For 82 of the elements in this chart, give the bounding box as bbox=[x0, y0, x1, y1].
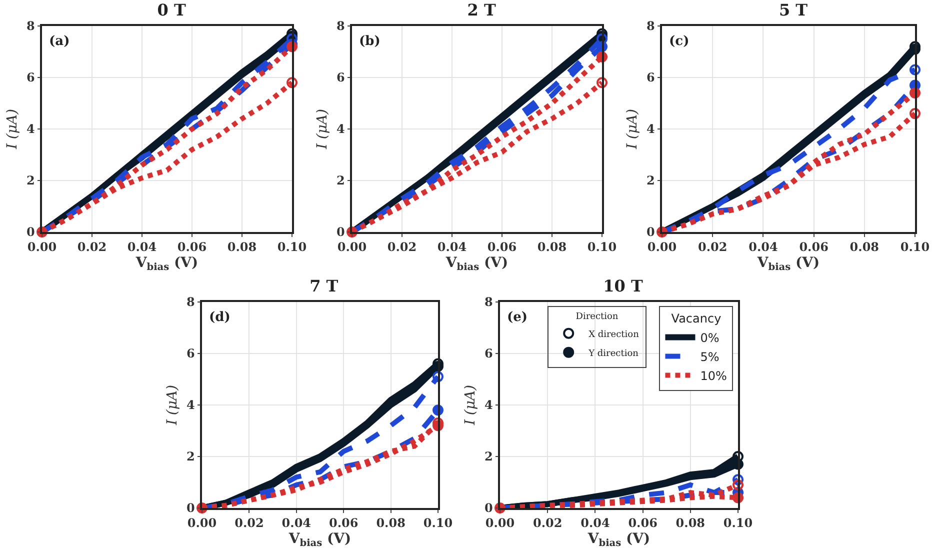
legend-label: Y direction bbox=[588, 348, 639, 359]
y-axis-title: I (μA) bbox=[462, 384, 479, 426]
chart-title: 10 T bbox=[603, 276, 643, 296]
x-tick-label: 0.04 bbox=[127, 240, 157, 254]
chart-title: 7 T bbox=[310, 276, 338, 296]
legend-label: X direction bbox=[588, 330, 640, 340]
y-tick-label: 6 bbox=[336, 70, 345, 85]
y-tick-label: 2 bbox=[484, 450, 493, 464]
x-tick-label: 0.02 bbox=[532, 516, 562, 530]
x-tick-label: 0.04 bbox=[580, 516, 610, 530]
x-axis-title: V$_{bias}$ (V) bbox=[288, 530, 352, 549]
annotation: (c) bbox=[669, 34, 690, 49]
y-tick-label: 8 bbox=[186, 295, 195, 310]
y-tick-label: 4 bbox=[26, 122, 35, 136]
x-tick-label: 0.00 bbox=[187, 516, 217, 530]
x-tick-label: 0.06 bbox=[328, 516, 358, 530]
annotation: (b) bbox=[359, 34, 380, 49]
x-tick-label: 0.10 bbox=[277, 240, 307, 254]
x-tick-label: 0.06 bbox=[799, 240, 828, 254]
legend-label: 10% bbox=[700, 368, 727, 383]
x-axis-title: V$_{bias}$ (V) bbox=[756, 254, 820, 273]
x-axis-title: V$_{bias}$ (V) bbox=[586, 530, 650, 549]
x-tick-label: 0.04 bbox=[282, 516, 312, 530]
x-tick-label: 0.10 bbox=[423, 516, 453, 530]
y-tick-label: 0 bbox=[26, 225, 35, 240]
y-tick-label: 8 bbox=[646, 19, 655, 34]
y-tick-label: 8 bbox=[336, 19, 345, 34]
x-tick-label: 0.04 bbox=[748, 240, 778, 254]
legend-title: Vacancy bbox=[671, 312, 722, 326]
y-axis-title: I (μA) bbox=[164, 384, 181, 426]
legend-label: 0% bbox=[700, 330, 720, 345]
x-tick-label: 0.10 bbox=[723, 516, 753, 530]
y-tick-label: 8 bbox=[26, 19, 35, 34]
y-tick-label: 6 bbox=[484, 346, 493, 361]
x-tick-label: 0.08 bbox=[850, 240, 880, 254]
y-tick-label: 4 bbox=[646, 122, 655, 136]
y-tick-label: 2 bbox=[26, 174, 35, 188]
y-tick-label: 4 bbox=[336, 122, 345, 136]
annotation: (a) bbox=[49, 34, 70, 49]
x-tick-label: 0.00 bbox=[337, 240, 367, 254]
x-tick-label: 0.08 bbox=[227, 240, 257, 254]
x-tick-label: 0.02 bbox=[387, 240, 417, 254]
y-tick-label: 2 bbox=[646, 174, 655, 188]
x-tick-label: 0.00 bbox=[27, 240, 57, 254]
chart-title: 5 T bbox=[778, 0, 808, 20]
y-axis-title: I (μA) bbox=[624, 108, 641, 150]
y-tick-label: 6 bbox=[186, 346, 195, 361]
y-tick-label: 0 bbox=[484, 501, 493, 516]
x-tick-label: 0.10 bbox=[587, 240, 617, 254]
x-axis-title: V$_{bias}$ (V) bbox=[444, 254, 508, 273]
x-tick-label: 0.06 bbox=[487, 240, 517, 254]
legend-label: 5% bbox=[700, 350, 720, 364]
y-axis-title: I (μA) bbox=[314, 108, 331, 150]
x-axis-title: V$_{bias}$ (V) bbox=[134, 254, 198, 273]
annotation: (e) bbox=[507, 310, 528, 325]
chart-title: 0 T bbox=[157, 0, 186, 20]
y-tick-label: 0 bbox=[646, 225, 655, 240]
y-tick-label: 2 bbox=[186, 450, 195, 464]
annotation: (d) bbox=[209, 310, 230, 325]
x-tick-label: 0.04 bbox=[437, 240, 467, 254]
x-tick-label: 0.10 bbox=[900, 240, 930, 254]
y-tick-label: 4 bbox=[484, 398, 493, 412]
x-tick-label: 0.08 bbox=[376, 516, 406, 530]
x-tick-label: 0.08 bbox=[676, 516, 706, 530]
y-tick-label: 2 bbox=[336, 174, 345, 188]
y-tick-label: 8 bbox=[484, 295, 493, 310]
x-tick-label: 0.06 bbox=[628, 516, 658, 530]
y-tick-label: 0 bbox=[336, 225, 345, 240]
y-tick-label: 4 bbox=[186, 398, 195, 412]
y-tick-label: 0 bbox=[186, 501, 195, 516]
x-tick-label: 0.00 bbox=[647, 240, 677, 254]
x-tick-label: 0.00 bbox=[485, 516, 515, 530]
x-tick-label: 0.08 bbox=[537, 240, 567, 254]
y-tick-label: 6 bbox=[26, 70, 35, 85]
y-tick-label: 6 bbox=[646, 70, 655, 85]
chart-title: 2 T bbox=[467, 0, 496, 20]
x-tick-label: 0.02 bbox=[77, 240, 107, 254]
annotation: Direction bbox=[576, 312, 618, 322]
y-axis-title: I (μA) bbox=[4, 108, 21, 150]
x-tick-label: 0.02 bbox=[698, 240, 728, 254]
x-tick-label: 0.02 bbox=[234, 516, 264, 530]
x-tick-label: 0.06 bbox=[177, 240, 207, 254]
